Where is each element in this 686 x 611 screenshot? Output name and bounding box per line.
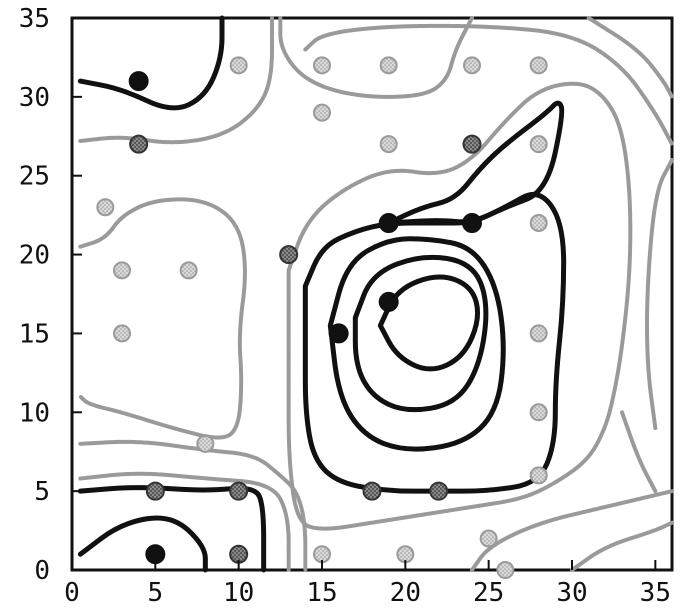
y-tick-label: 0 xyxy=(34,556,50,586)
black-data-point xyxy=(462,213,482,234)
black-data-point xyxy=(128,71,149,92)
light-gray-data-point xyxy=(179,261,198,280)
light-gray-data-point xyxy=(529,214,548,233)
gray-contour-line-12 xyxy=(586,16,674,99)
gray-contour-line-2 xyxy=(78,197,247,440)
light-gray-data-point xyxy=(313,103,331,122)
light-gray-data-point xyxy=(496,561,515,579)
gray-contour-line-5 xyxy=(470,489,674,572)
black-data-point xyxy=(328,323,349,344)
black-contour-line-19 xyxy=(377,274,481,372)
dark-gray-data-point xyxy=(462,134,482,154)
light-gray-data-point xyxy=(379,56,398,75)
x-tick-label: 0 xyxy=(64,578,80,608)
x-tick-label: 25 xyxy=(473,578,504,608)
black-data-point xyxy=(378,213,399,234)
dark-gray-data-point xyxy=(429,481,449,501)
light-gray-data-point xyxy=(313,545,331,564)
x-tick-label: 5 xyxy=(148,578,164,608)
x-axis: 0 5 10 15 20 25 30 35 xyxy=(64,560,671,608)
light-gray-data-point xyxy=(529,466,548,485)
gray-contour-line-10 xyxy=(286,81,633,531)
black-contour-line-16 xyxy=(386,100,565,226)
light-gray-data-point xyxy=(529,56,548,75)
x-tick-label: 20 xyxy=(390,578,421,608)
light-gray-data-point xyxy=(313,56,331,75)
dark-gray-data-point xyxy=(129,134,149,154)
black-contour-line-17 xyxy=(327,236,506,452)
y-tick-label: 25 xyxy=(19,162,50,192)
light-gray-data-point xyxy=(529,324,548,343)
light-gray-data-point xyxy=(463,56,481,75)
dark-gray-data-point xyxy=(362,481,382,501)
plot-area xyxy=(70,15,674,579)
gray-contour-line-1 xyxy=(78,16,274,145)
gray-contour-line-4 xyxy=(78,471,291,572)
y-axis: 0 5 10 15 20 25 30 35 xyxy=(19,4,82,586)
black-contour-line-18 xyxy=(352,254,489,413)
light-gray-data-point xyxy=(196,434,215,453)
x-tick-label: 30 xyxy=(556,578,587,608)
dark-gray-data-point xyxy=(229,481,249,501)
y-tick-label: 35 xyxy=(19,4,50,34)
light-gray-data-point xyxy=(379,135,398,154)
light-gray-data-point xyxy=(396,545,415,564)
gray-contour-line-6 xyxy=(570,520,674,572)
black-contour-line-0 xyxy=(77,15,225,111)
dark-gray-data-point xyxy=(145,481,165,501)
black-data-point xyxy=(378,291,399,312)
light-gray-data-point xyxy=(113,261,131,280)
gray-contour-line-11 xyxy=(303,23,674,147)
y-tick-label: 15 xyxy=(19,319,50,349)
light-gray-data-point xyxy=(96,198,115,217)
gray-contour-line-14 xyxy=(620,410,658,494)
light-gray-data-point xyxy=(529,135,548,154)
light-gray-data-point xyxy=(479,529,498,548)
gray-contour-line-3 xyxy=(78,439,308,572)
light-gray-data-point xyxy=(229,56,248,75)
y-tick-label: 30 xyxy=(19,83,50,113)
x-tick-label: 35 xyxy=(640,578,671,608)
light-gray-data-point xyxy=(113,324,131,343)
light-gray-data-point xyxy=(529,403,548,422)
y-tick-label: 10 xyxy=(19,398,50,428)
x-tick-label: 10 xyxy=(223,578,254,608)
y-tick-label: 5 xyxy=(34,477,50,507)
gray-contour-line-9 xyxy=(278,16,474,99)
gray-contour-line-13 xyxy=(645,157,674,431)
black-contour-line-7 xyxy=(77,515,208,573)
dark-gray-data-point xyxy=(279,245,299,265)
x-tick-label: 15 xyxy=(306,578,337,608)
y-tick-label: 20 xyxy=(19,241,50,271)
